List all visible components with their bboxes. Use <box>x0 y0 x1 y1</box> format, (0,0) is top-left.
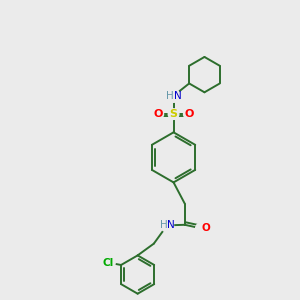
Text: O: O <box>154 109 163 119</box>
Circle shape <box>160 219 174 232</box>
Circle shape <box>196 223 206 234</box>
Text: S: S <box>169 109 178 119</box>
Circle shape <box>168 109 179 119</box>
Text: H: H <box>160 220 167 230</box>
Text: O: O <box>184 109 194 119</box>
Circle shape <box>153 109 164 119</box>
Text: N: N <box>167 220 175 230</box>
Text: N: N <box>173 91 181 101</box>
Text: O: O <box>202 223 210 233</box>
Circle shape <box>102 256 115 269</box>
Text: H: H <box>166 91 174 101</box>
Circle shape <box>167 89 180 102</box>
Text: Cl: Cl <box>103 258 114 268</box>
Circle shape <box>184 109 194 119</box>
